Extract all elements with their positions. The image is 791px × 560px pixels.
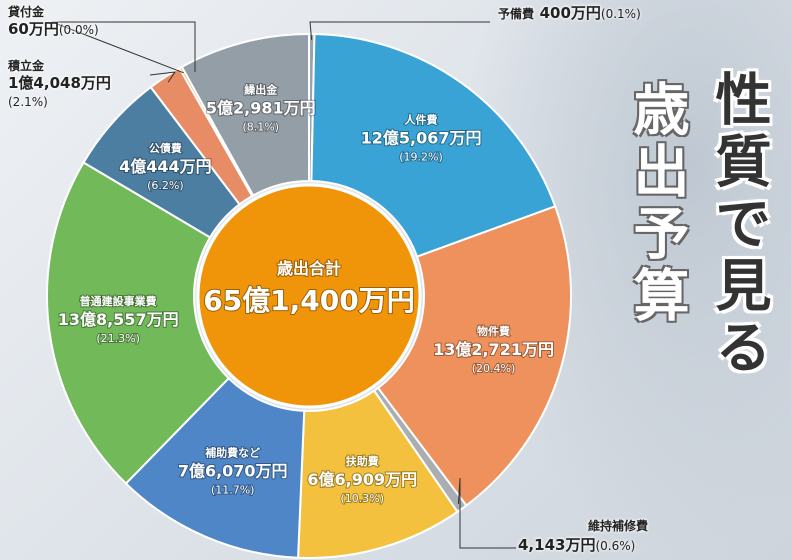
leader-line [149,71,177,83]
slice-label: 物件費 13億2,721万円(20.4%) [433,324,554,375]
slice-label: 補助費など 7億6,070万円(11.7%) [178,446,288,497]
pie-slice [310,33,557,258]
center-value: 65億1,400万円 [203,284,415,317]
label-ijihoshuhi-value: 4,143万円(0.6%) [518,536,636,554]
label-ijihoshuhi: 維持補修費 [588,519,649,533]
title-main: 性質で見る [706,70,771,380]
leader-line [457,477,516,549]
title-sub: 歳出予算 [624,80,689,328]
slice-label: 普通建設事業費 13億8,557万円(21.3%) [58,294,179,345]
center-label: 歳出合計 [277,259,341,278]
slice-label: 公債費 4億444万円(6.2%) [119,141,212,192]
pie-slice [180,32,310,197]
label-kashitsukekin: 貸付金 60万円(0.0%) [8,5,99,38]
leader-line [51,21,196,74]
slice-label: 扶助費 6億6,909万円(10.3%) [307,454,417,505]
page-title: 性質で見る 歳出予算 [609,70,779,450]
label-tsumitatekin: 積立金 1億4,048万円 (2.1%) [8,59,111,110]
slice-label: 人件費 12億5,067万円(19.2%) [361,112,482,163]
pie-slice [124,376,306,559]
label-yobihi: 予備費 400万円(0.1%) [498,4,641,22]
pie-slice [46,161,231,485]
center-circle [196,183,422,409]
slice-label: 繰出金 5億2,981万円(8.1%) [206,83,316,134]
leader-line [309,21,490,41]
pie-slice [376,205,572,507]
